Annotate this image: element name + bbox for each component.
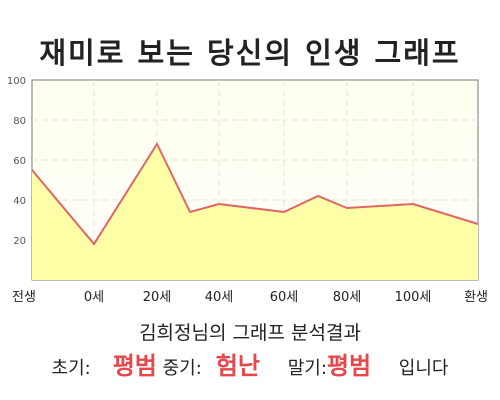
- y-axis-ticks: 20 40 60 80 100: [7, 76, 26, 247]
- x-axis-ticks: 전생 0세 20세 40세 60세 80세 100세 환생: [12, 290, 488, 305]
- x-tick-label: 40세: [205, 290, 234, 305]
- life-area-fill: [32, 144, 478, 280]
- x-tick-label: 80세: [333, 290, 362, 305]
- mid-value: 험난: [215, 352, 260, 380]
- analysis-caption: 김희정님의 그래프 분석결과: [139, 322, 361, 344]
- x-tick-label: 20세: [143, 290, 172, 305]
- mid-label: 중기:: [162, 358, 202, 379]
- ending-text: 입니다: [398, 358, 449, 379]
- x-tick-label: 환생: [464, 290, 488, 305]
- early-value: 평범: [112, 352, 157, 380]
- late-label: 말기:: [287, 358, 327, 379]
- y-tick-label: 20: [13, 236, 26, 247]
- y-tick-label: 60: [13, 156, 26, 167]
- early-label: 초기:: [51, 358, 91, 379]
- x-tick-label: 60세: [270, 290, 299, 305]
- x-tick-label: 0세: [84, 290, 104, 305]
- y-tick-label: 100: [7, 76, 26, 87]
- analysis-summary: 초기: 평범 중기: 험난 말기:평범 입니다: [0, 346, 500, 381]
- life-line: [31, 141, 479, 246]
- late-value: 평범: [326, 352, 372, 380]
- x-tick-label: 100세: [395, 290, 432, 305]
- y-tick-label: 40: [13, 196, 26, 207]
- x-tick-label: 전생: [12, 290, 36, 305]
- y-tick-label: 80: [13, 116, 26, 127]
- chart-title: 재미로 보는 당신의 인생 그래프: [39, 36, 461, 70]
